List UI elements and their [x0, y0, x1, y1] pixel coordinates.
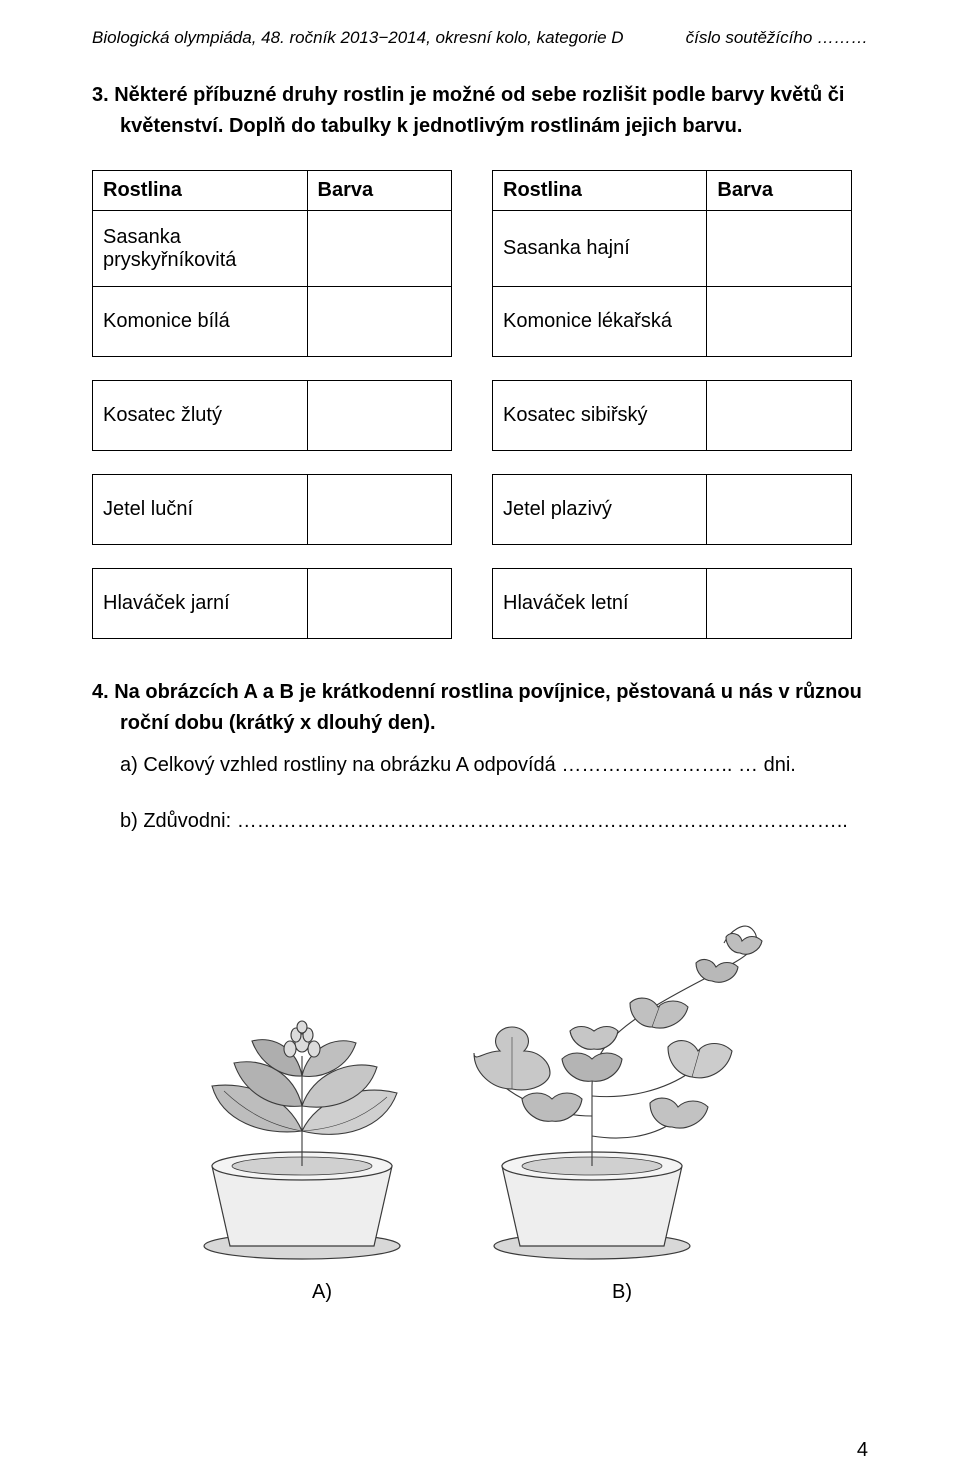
page-header: Biologická olympiáda, 48. ročník 2013−20… [92, 28, 868, 48]
cell-color[interactable] [707, 381, 852, 451]
cell-color[interactable] [707, 569, 852, 639]
cell-plant: Hlaváček jarní [93, 569, 308, 639]
cell-plant: Kosatec žlutý [93, 381, 308, 451]
table-row: Jetel luční [93, 475, 452, 545]
cell-plant: Jetel luční [93, 475, 308, 545]
label-b: B) [612, 1281, 632, 1304]
table-right: Rostlina Barva Sasanka hajní Komonice lé… [492, 170, 852, 639]
plant-b [474, 926, 762, 1166]
q4-a: a) Celkový vzhled rostliny na obrázku A … [92, 749, 868, 781]
q3-line1: 3. Některé příbuzné druhy rostlin je mož… [92, 84, 844, 106]
table-row: Hlaváček letní [493, 569, 852, 639]
plant-a [212, 1021, 397, 1166]
cell-plant: Komonice bílá [93, 287, 308, 357]
th-plant: Rostlina [93, 171, 308, 211]
q3-line2: květenství. Doplň do tabulky k jednotliv… [92, 111, 868, 142]
th-plant: Rostlina [493, 171, 707, 211]
table-row: Sasanka hajní [493, 211, 852, 287]
image-labels: A) B) [92, 1281, 868, 1304]
table-row: Jetel plazivý [493, 475, 852, 545]
cell-color[interactable] [307, 475, 451, 545]
cell-plant: Sasanka hajní [493, 211, 707, 287]
cell-plant: Hlaváček letní [493, 569, 707, 639]
cell-color[interactable] [307, 211, 451, 287]
pot-b-group [494, 1152, 690, 1259]
table-row: Hlaváček jarní [93, 569, 452, 639]
table-row: Sasanka pryskyřníkovitá [93, 211, 452, 287]
cell-plant: Kosatec sibiřský [493, 381, 707, 451]
cell-plant: Komonice lékařská [493, 287, 707, 357]
th-color: Barva [307, 171, 451, 211]
pot-a-group [204, 1152, 400, 1259]
page-number: 4 [857, 1439, 868, 1462]
cell-color[interactable] [707, 211, 852, 287]
q4-line2: roční dobu (krátký x dlouhý den). [92, 708, 868, 739]
q4-line1: 4. Na obrázcích A a B je krátkodenní ros… [92, 681, 862, 703]
q4-b: b) Zdůvodni: ………………………………………………………………………… [92, 805, 868, 837]
label-a: A) [312, 1281, 332, 1304]
question-4: 4. Na obrázcích A a B je krátkodenní ros… [92, 677, 868, 739]
header-right: číslo soutěžícího ……… [686, 28, 868, 48]
question-3: 3. Některé příbuzné druhy rostlin je mož… [92, 80, 868, 142]
table-row: Kosatec sibiřský [493, 381, 852, 451]
cell-plant: Jetel plazivý [493, 475, 707, 545]
cell-color[interactable] [307, 569, 451, 639]
plants-svg [152, 881, 792, 1261]
table-row: Kosatec žlutý [93, 381, 452, 451]
tables-container: Rostlina Barva Sasanka pryskyřníkovitá K… [92, 170, 868, 639]
cell-color[interactable] [307, 381, 451, 451]
th-color: Barva [707, 171, 852, 211]
cell-plant: Sasanka pryskyřníkovitá [93, 211, 308, 287]
cell-color[interactable] [707, 287, 852, 357]
cell-color[interactable] [307, 287, 451, 357]
table-left: Rostlina Barva Sasanka pryskyřníkovitá K… [92, 170, 452, 639]
cell-color[interactable] [707, 475, 852, 545]
header-left: Biologická olympiáda, 48. ročník 2013−20… [92, 28, 624, 48]
table-row: Komonice bílá [93, 287, 452, 357]
table-row: Komonice lékařská [493, 287, 852, 357]
plants-illustration [92, 881, 868, 1271]
